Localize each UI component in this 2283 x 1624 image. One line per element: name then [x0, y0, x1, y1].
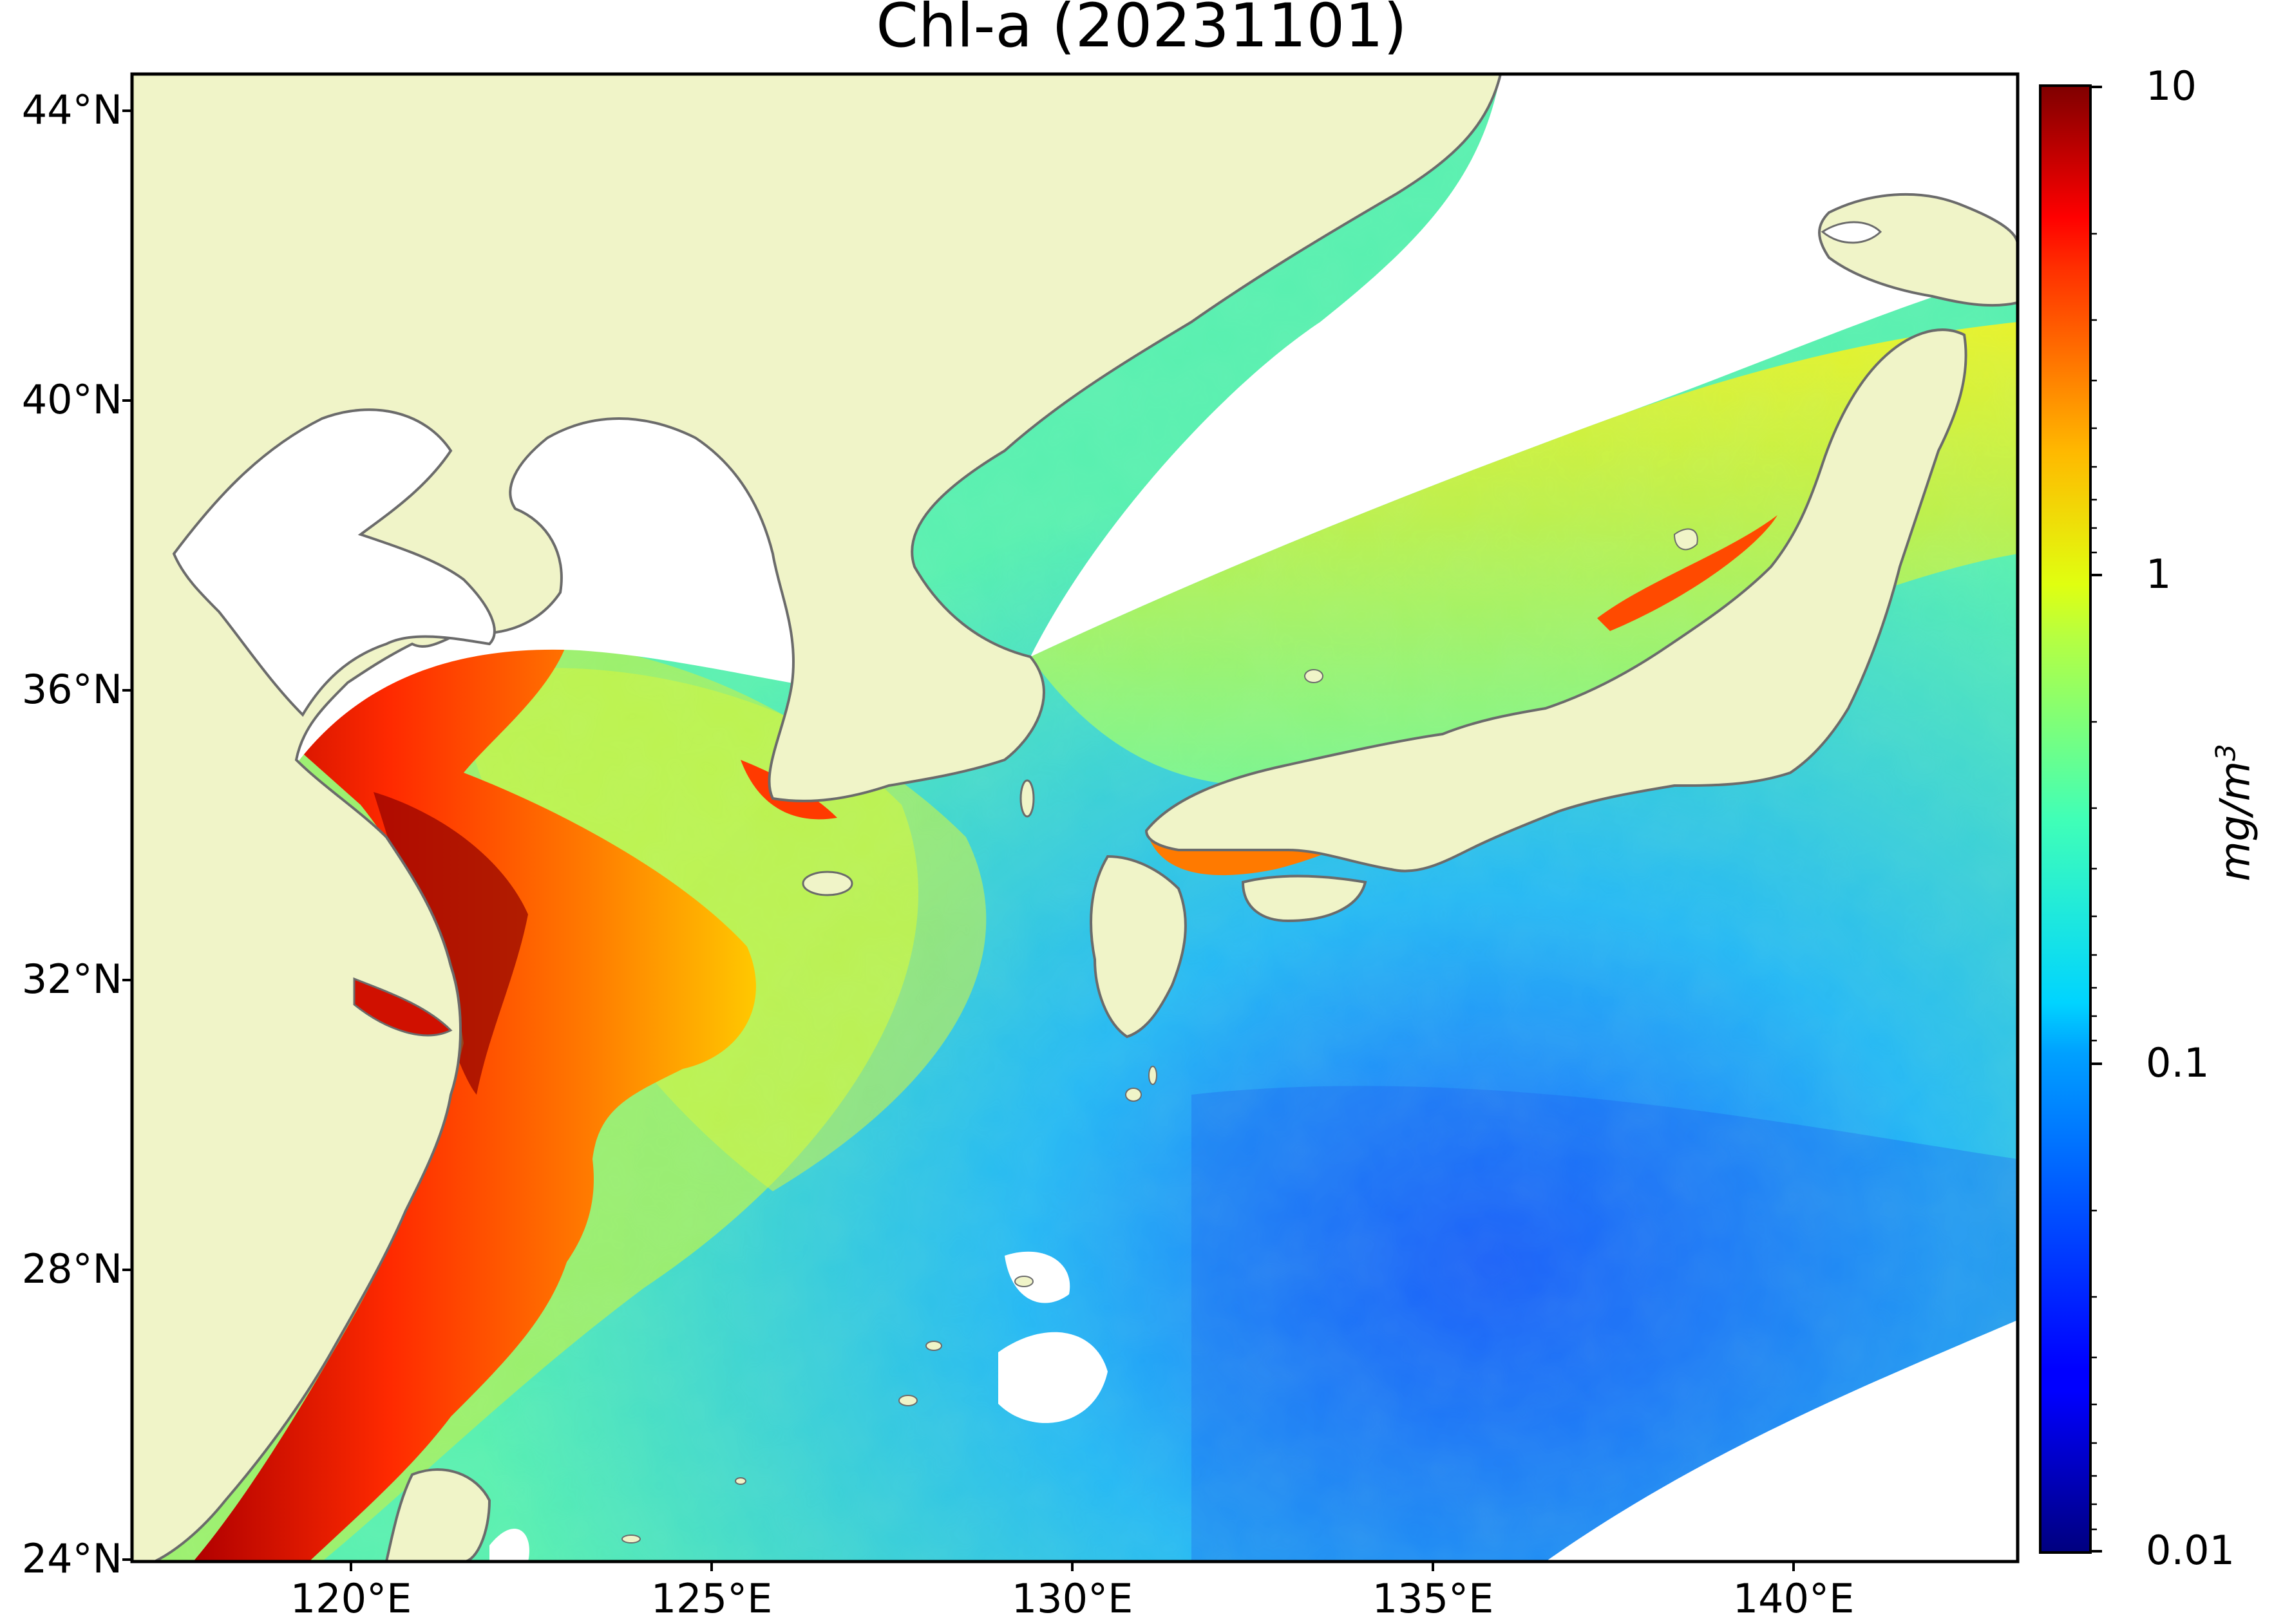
honshu-land [1144, 328, 1967, 873]
units-base: mg/m [2212, 760, 2260, 882]
lat-label-24: 24°N [21, 1535, 122, 1582]
lon-ticks [350, 1562, 1795, 1571]
yangtze-plume-chl [193, 642, 756, 1562]
colorbar-label-0.1: 0.1 [2146, 1039, 2210, 1086]
colorbar-major-ticks [2090, 86, 2102, 1553]
hokkaido-land [1818, 193, 2018, 307]
taiwan-land [384, 1468, 491, 1562]
lon-label-140: 140°E [1732, 1575, 1855, 1622]
colorbar [2039, 84, 2092, 1554]
lat-label-44: 44°N [21, 86, 122, 133]
no-data-south-pacific [1546, 1320, 2018, 1562]
lat-label-28: 28°N [21, 1245, 122, 1292]
map-frame [130, 72, 2020, 1563]
lat-label-32: 32°N [21, 956, 122, 1003]
asia-mainland-land [132, 74, 1502, 1562]
shikoku-land [1241, 874, 1367, 923]
colorbar-units-label: mg/m3 [2210, 744, 2259, 882]
jeju-island [802, 871, 853, 896]
lat-label-36: 36°N [21, 666, 122, 713]
lon-label-130: 130°E [1011, 1575, 1133, 1622]
chart-title: Chl-a (20231101) [876, 0, 1407, 61]
lon-label-125: 125°E [650, 1575, 773, 1622]
map-panel [132, 74, 2018, 1562]
colorbar-label-10: 10 [2146, 62, 2197, 109]
lon-label-120: 120°E [290, 1575, 412, 1622]
lat-label-40: 40°N [21, 376, 122, 423]
no-data-north [1030, 74, 2018, 657]
colorbar-label-1: 1 [2146, 551, 2172, 598]
lat-ticks [122, 109, 132, 1561]
colorbar-label-0.01: 0.01 [2146, 1527, 2235, 1574]
lon-label-135: 135°E [1372, 1575, 1494, 1622]
kyushu-land [1090, 854, 1187, 1039]
units-exponent: 3 [2210, 744, 2242, 761]
colorbar-minor-ticks [2090, 232, 2097, 1531]
